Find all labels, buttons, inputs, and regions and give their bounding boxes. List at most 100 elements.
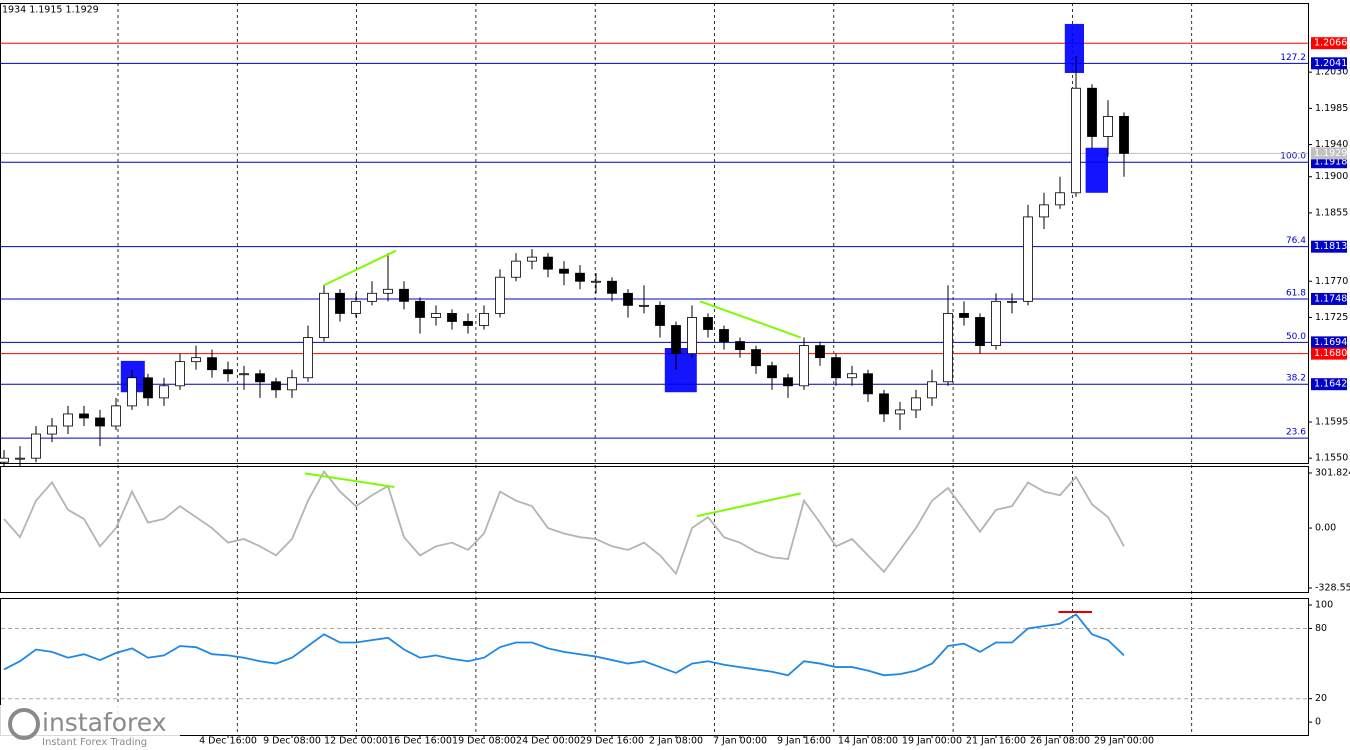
level-price-label: 1.1813 [1314, 241, 1347, 252]
candle-body [1119, 115, 1129, 154]
candle-body [655, 304, 665, 326]
y-tick-label: 20 [1315, 693, 1327, 704]
candle-body [191, 357, 201, 363]
last-price-label: 1.1929 [1314, 148, 1347, 159]
candle-body [271, 381, 281, 391]
y-tick-label: 1.1855 [1315, 207, 1348, 218]
candle-body [367, 292, 377, 302]
candle-body [255, 373, 265, 383]
candle-body [591, 280, 601, 283]
candle-body [495, 276, 505, 314]
candle-body [287, 377, 297, 391]
y-tick-label: 1.1985 [1315, 103, 1348, 114]
x-tick-label: 12 Dec 00:00 [324, 736, 388, 747]
candle-body [847, 373, 857, 379]
zone-box [1064, 23, 1084, 73]
x-tick-label: 9 Jan 16:00 [777, 736, 831, 747]
fib-label: 38.2 [1286, 374, 1306, 384]
candle-body [31, 433, 41, 459]
level-price-label: 1.1694 [1314, 337, 1347, 348]
candle-body [975, 317, 985, 346]
candle-body [1087, 87, 1097, 137]
candle-body [927, 381, 937, 399]
candle-body [703, 317, 713, 330]
trend-line [699, 300, 802, 339]
candle-body [351, 300, 361, 314]
candle-body [479, 313, 489, 326]
cci-panel [0, 466, 1309, 593]
rsi-panel [0, 598, 1309, 736]
y-tick-label: 1.1940 [1315, 139, 1348, 150]
price-panel [0, 3, 1309, 464]
candle-body [319, 292, 329, 338]
candle-body [399, 288, 409, 302]
level-price-box [1311, 347, 1347, 360]
level-price-box [1311, 292, 1347, 305]
candle-body [0, 457, 9, 463]
trend-line [323, 249, 397, 287]
candle-body [1023, 216, 1033, 302]
candle-body [1071, 87, 1081, 194]
fib-label: 50.0 [1286, 332, 1306, 342]
x-tick-label: 21 Jan 16:00 [966, 736, 1026, 747]
level-price-box [1311, 336, 1347, 349]
candle-body [303, 337, 313, 379]
x-tick-label: 29 Dec 16:00 [580, 736, 644, 747]
fib-label: 61.8 [1286, 288, 1306, 298]
x-tick-label: 9 Dec 08:00 [263, 736, 321, 747]
level-price-label: 1.1918 [1314, 157, 1347, 168]
candle-body [799, 345, 809, 387]
candle-body [863, 373, 873, 395]
y-tick-label: 0 [1315, 717, 1321, 728]
trend-line [304, 472, 395, 489]
candle-body [783, 377, 793, 387]
level-price-box [1311, 378, 1347, 391]
candle-body [63, 413, 73, 427]
candle-body [831, 357, 841, 379]
fib-label: 76.4 [1286, 236, 1306, 246]
candle-body [447, 313, 457, 322]
candle-body [735, 341, 745, 351]
zone-box [664, 348, 697, 393]
brand-name: instaforex [42, 708, 167, 737]
candle-body [239, 373, 249, 376]
candle-body [127, 377, 137, 407]
level-price-box [1311, 37, 1347, 50]
y-tick-label: 1.2030 [1315, 67, 1348, 78]
candle-body [1007, 300, 1017, 303]
y-tick-label: 1.1725 [1315, 312, 1348, 323]
x-tick-label: 29 Jan 00:00 [1094, 736, 1154, 747]
level-price-label: 1.1748 [1314, 293, 1347, 304]
y-tick-label: 100 [1315, 600, 1333, 611]
candle-body [223, 369, 233, 375]
candle-body [639, 304, 649, 307]
candle-body [111, 405, 121, 427]
candle-body [207, 357, 217, 371]
candle-body [719, 329, 729, 342]
candle-body [911, 397, 921, 411]
x-tick-label: 24 Dec 00:00 [516, 736, 580, 747]
candle-body [335, 292, 345, 314]
chart-header: 1934 1.1915 1.1929 [2, 5, 99, 16]
candle-body [463, 321, 473, 326]
candle-body [175, 361, 185, 387]
x-tick-label: 7 Jan 00:00 [713, 736, 767, 747]
candle-body [1103, 115, 1113, 137]
logo: instaforex Instant Forex Trading [0, 705, 180, 750]
x-tick-label: 19 Jan 00:00 [902, 736, 962, 747]
x-tick-label: 14 Jan 08:00 [838, 736, 898, 747]
candle-body [543, 256, 553, 270]
candle-body [671, 325, 681, 355]
candle-body [687, 317, 697, 355]
y-tick-label: 1.1595 [1315, 416, 1348, 427]
candle-body [415, 300, 425, 318]
candle-body [47, 425, 57, 435]
level-price-label: 1.2041 [1314, 58, 1347, 69]
y-tick-label: -328.5513 [1315, 582, 1350, 593]
x-tick-label: 26 Jan 08:00 [1030, 736, 1090, 747]
candle-body [623, 292, 633, 306]
level-price-box [1311, 57, 1347, 70]
x-tick-label: 4 Dec 16:00 [199, 736, 257, 747]
candle-body [559, 268, 569, 274]
candle-body [575, 272, 585, 282]
